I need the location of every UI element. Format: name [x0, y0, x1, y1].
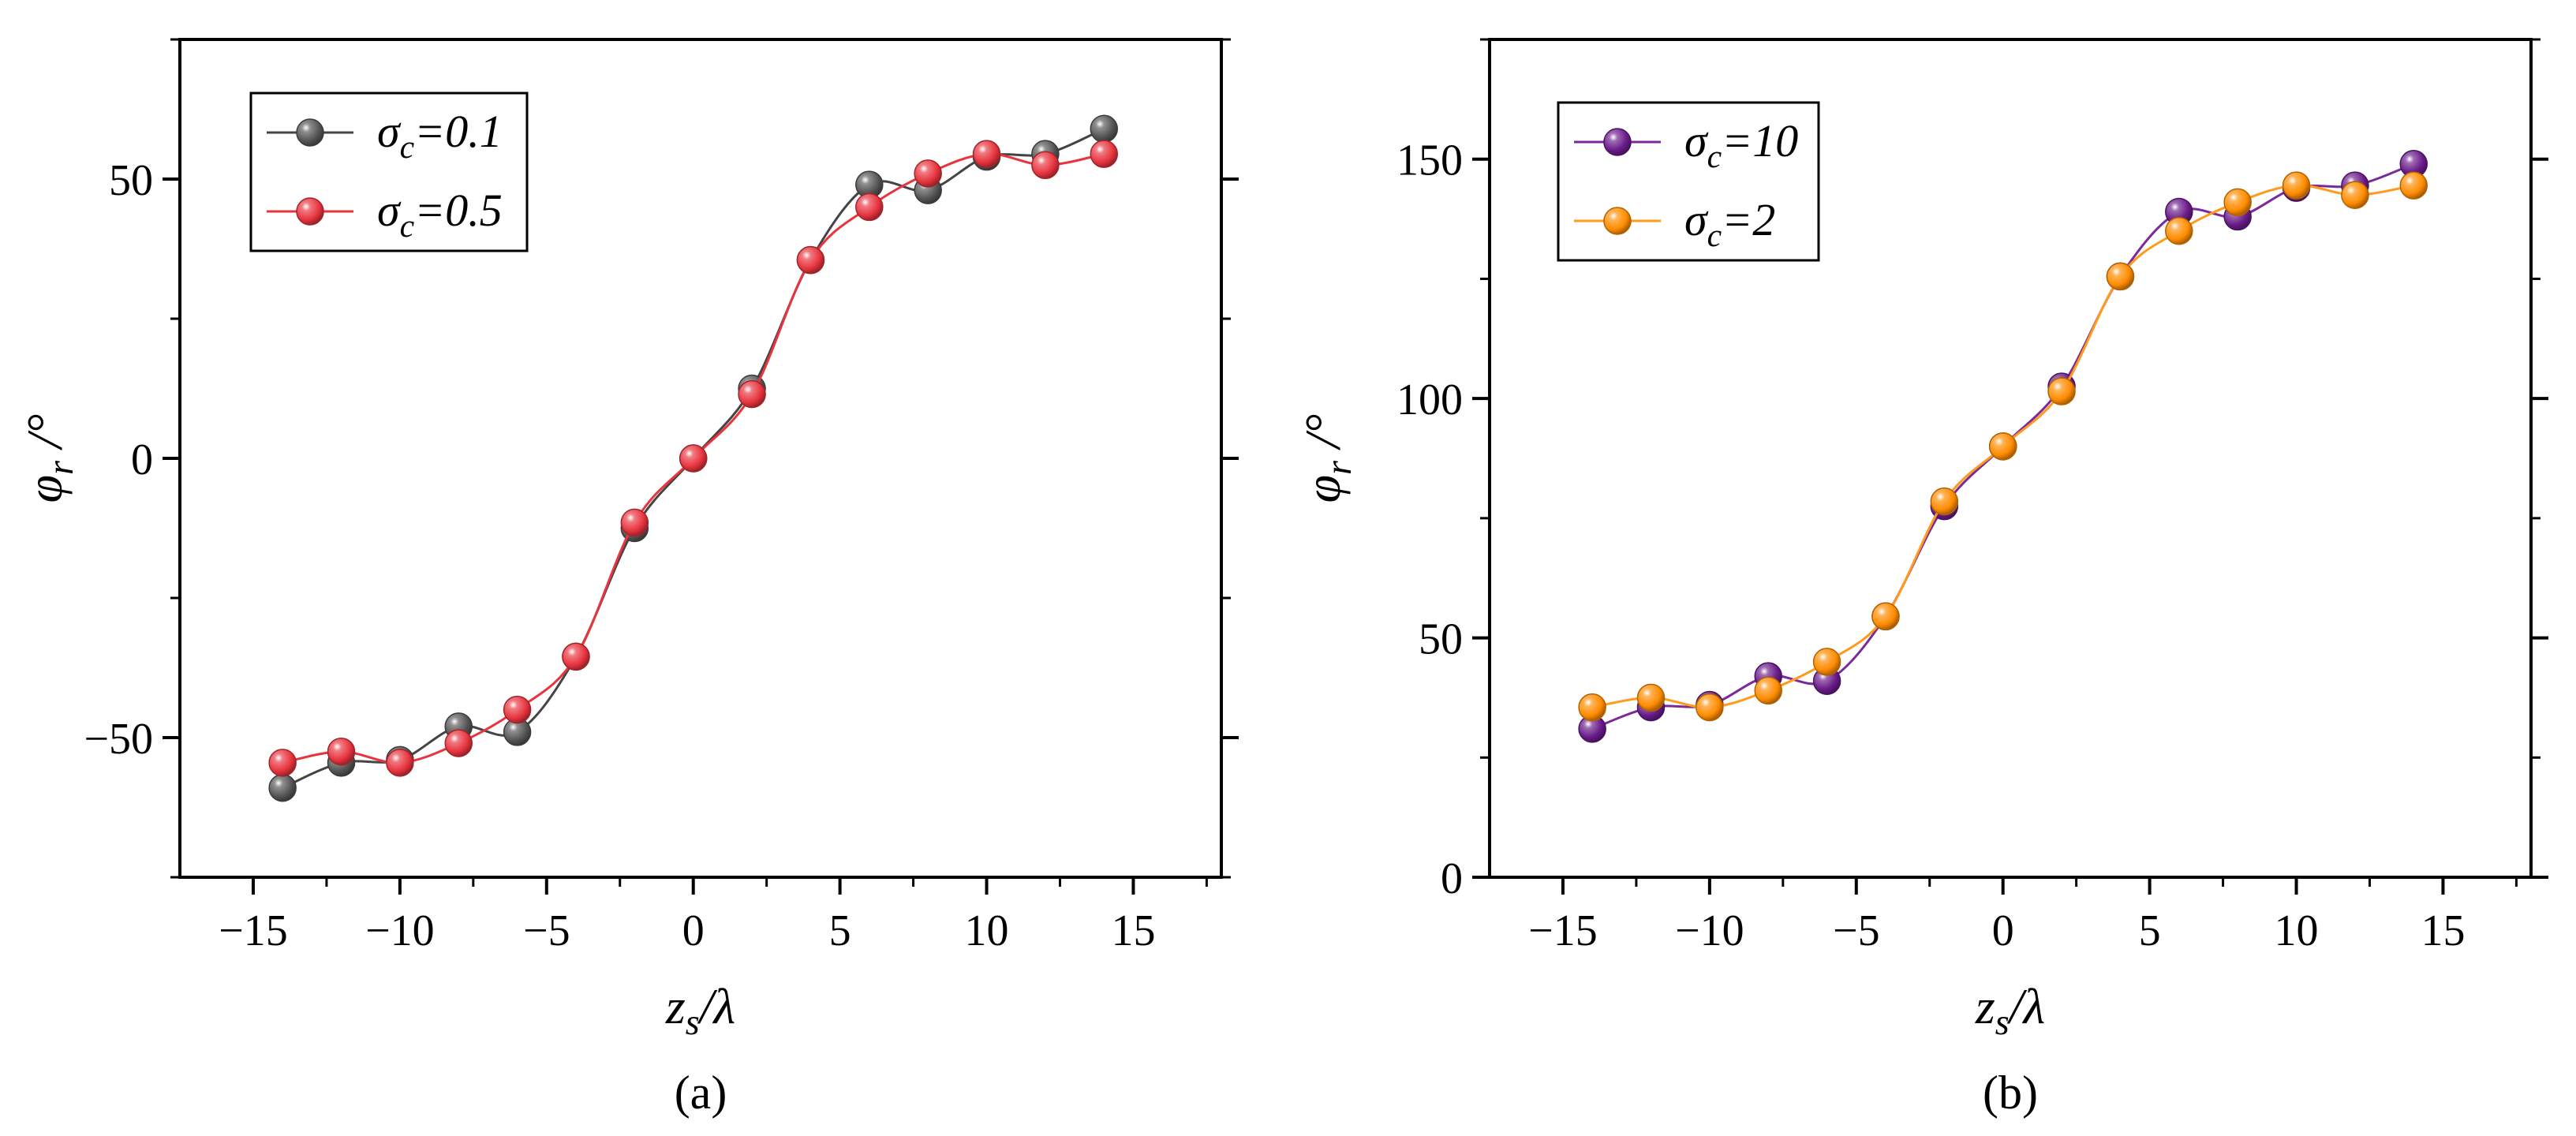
- x-tick-label: 0: [1992, 906, 2014, 955]
- x-tick-label: −15: [1528, 906, 1598, 955]
- x-tick-label: −5: [1833, 906, 1880, 955]
- y-tick-label: 150: [1396, 136, 1463, 185]
- y-axis-title: φr /°: [1295, 414, 1359, 503]
- legend-box: [249, 92, 529, 252]
- legend: σc=10 σc=2: [1557, 101, 1820, 262]
- data-point: [2341, 181, 2369, 209]
- panel-label: (b): [1983, 1067, 2038, 1119]
- x-tick-label: 0: [682, 906, 705, 955]
- legend-label: σc=10: [1684, 115, 1798, 175]
- y-tick-label: 0: [1441, 854, 1463, 903]
- data-point: [1031, 151, 1060, 180]
- data-point: [327, 737, 356, 766]
- data-point: [1871, 602, 1900, 631]
- legend-label: σc=2: [1684, 194, 1775, 254]
- x-tick-label: −10: [365, 906, 435, 955]
- x-tick-label: −10: [1675, 906, 1744, 955]
- x-axis-title: zs/λ: [665, 978, 735, 1042]
- data-point: [796, 245, 825, 275]
- x-tick-label: −5: [523, 906, 570, 955]
- data-point: [855, 192, 884, 222]
- plot-frame: [1488, 38, 2533, 879]
- data-point: [444, 729, 473, 757]
- data-point: [2165, 216, 2193, 245]
- y-tick-label: 50: [109, 156, 153, 205]
- legend: σc=0.1 σc=0.5: [249, 92, 529, 252]
- legend-label: σc=0.5: [377, 185, 503, 245]
- data-point: [2106, 262, 2135, 291]
- x-tick-label: 5: [2139, 906, 2161, 955]
- data-point: [562, 642, 590, 671]
- data-point: [2047, 377, 2076, 405]
- data-point: [2223, 188, 2252, 217]
- data-point: [914, 159, 942, 188]
- x-tick-label: 5: [829, 906, 851, 955]
- data-point: [1930, 487, 1959, 516]
- data-point: [268, 773, 297, 802]
- data-point: [1812, 648, 1841, 676]
- data-point: [1696, 693, 1724, 722]
- data-point: [679, 444, 708, 473]
- x-tick-label: −15: [219, 906, 288, 955]
- data-point: [2282, 171, 2311, 200]
- panel-label: (a): [675, 1067, 727, 1119]
- x-axis-title: zs/λ: [1975, 978, 2045, 1042]
- y-axis-title: φr /°: [17, 414, 80, 503]
- data-point: [268, 749, 297, 777]
- y-tick-label: 0: [131, 435, 153, 484]
- data-point: [738, 379, 766, 409]
- data-point: [1090, 140, 1119, 168]
- data-point: [2399, 171, 2428, 200]
- legend-label: σc=0.1: [377, 106, 503, 166]
- data-point: [386, 749, 414, 777]
- data-point: [1636, 683, 1666, 712]
- data-point: [1754, 676, 1782, 705]
- data-point: [1090, 114, 1119, 144]
- legend-box: [1557, 101, 1820, 262]
- legend-marker: [296, 118, 324, 147]
- x-tick-label: 15: [1111, 906, 1155, 955]
- data-point: [1988, 432, 2017, 461]
- data-point: [503, 695, 532, 724]
- legend-marker: [296, 197, 324, 226]
- data-point: [1578, 693, 1606, 722]
- legend-marker: [1603, 207, 1632, 235]
- y-tick-label: 50: [1419, 615, 1463, 664]
- y-tick-label: −50: [84, 715, 153, 764]
- legend-marker: [1603, 128, 1632, 156]
- y-tick-label: 100: [1396, 376, 1463, 424]
- x-tick-label: 10: [965, 906, 1009, 955]
- data-point: [972, 140, 1001, 168]
- x-tick-label: 15: [2421, 906, 2465, 955]
- data-point: [620, 508, 649, 537]
- x-tick-label: 10: [2275, 906, 2319, 955]
